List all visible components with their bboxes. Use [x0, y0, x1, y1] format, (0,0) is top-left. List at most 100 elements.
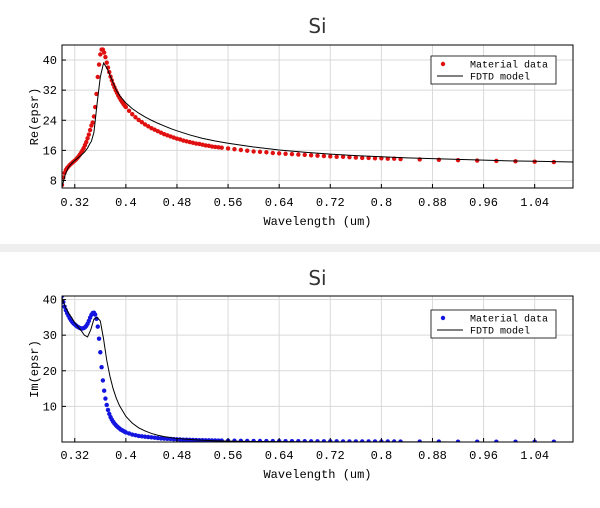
data-point — [391, 439, 397, 442]
data-point — [130, 112, 135, 117]
plot-frame — [61, 44, 574, 189]
x-tick-label: 0.88 — [418, 196, 447, 210]
data-point — [436, 157, 442, 162]
data-point — [86, 132, 92, 137]
data-point — [372, 439, 378, 442]
data-point — [96, 336, 102, 341]
data-point — [366, 439, 371, 442]
data-point — [264, 150, 269, 155]
legend-label: FDTD model — [470, 326, 530, 338]
tick-labels: 0.32 0.4 0.48 0.56 0.64 0.72 0.8 0.88 0.96 1.04 8 1… — [43, 54, 549, 210]
data-point — [251, 149, 256, 154]
data-point — [152, 435, 157, 440]
x-tick-label: 0.72 — [316, 196, 345, 210]
series-fdtd-model — [62, 61, 573, 187]
data-point — [101, 50, 107, 55]
x-axis-label: Wavelength (um) — [263, 215, 371, 229]
data-point — [315, 439, 320, 442]
x-tick-label: 0.48 — [163, 449, 192, 463]
data-point — [283, 151, 288, 156]
y-tick-label: 32 — [43, 84, 57, 98]
data-point — [62, 296, 65, 299]
data-point — [398, 439, 403, 442]
data-point — [283, 438, 288, 442]
x-tick-label: 0.64 — [265, 449, 294, 463]
data-point — [360, 439, 365, 442]
y-tick-label: 40 — [43, 54, 57, 68]
y-tick-label: 40 — [43, 294, 57, 308]
data-point — [146, 124, 151, 129]
data-point — [105, 407, 111, 413]
series-line — [62, 61, 573, 187]
data-point — [219, 145, 224, 150]
data-point — [321, 153, 327, 159]
legend-label: Material data — [470, 60, 548, 72]
data-point — [360, 155, 365, 161]
x-tick-label: 0.56 — [214, 449, 243, 463]
data-point — [289, 151, 295, 157]
data-point — [104, 60, 109, 65]
x-tick-label: 0.88 — [418, 449, 447, 463]
x-tick-label: 0.8 — [371, 449, 393, 463]
data-point — [139, 119, 145, 125]
y-tick-label: 16 — [43, 144, 57, 158]
data-point — [353, 439, 359, 442]
data-point — [123, 104, 129, 110]
x-tick-label: 1.04 — [520, 449, 549, 463]
data-point — [455, 439, 461, 442]
data-point — [84, 139, 89, 145]
x-tick-label: 0.4 — [115, 449, 137, 463]
x-tick-label: 0.8 — [371, 196, 393, 210]
data-point — [347, 154, 352, 160]
data-point — [264, 438, 269, 442]
data-point — [139, 434, 145, 439]
data-point — [474, 439, 480, 442]
data-point — [340, 439, 346, 442]
data-point — [455, 157, 461, 163]
data-point — [276, 151, 282, 156]
data-point — [193, 141, 199, 146]
legend-swatch-marker — [440, 61, 446, 67]
data-point — [94, 91, 99, 97]
data-point — [372, 156, 378, 161]
chart-title: Si — [308, 266, 326, 290]
data-point — [238, 147, 244, 153]
y-axis-label: Im(epsr) — [28, 340, 42, 398]
chart-panel-im: 0.32 0.4 0.48 0.56 0.64 0.72 0.8 0.88 0.96 1.04 10… — [0, 252, 600, 504]
data-point — [149, 435, 154, 440]
data-point — [91, 114, 97, 119]
data-point — [98, 350, 103, 355]
data-point — [315, 153, 320, 158]
tick-labels: 0.32 0.4 0.48 0.56 0.64 0.72 0.8 0.88 0.96 1.04 10… — [43, 294, 549, 463]
data-point — [289, 438, 295, 442]
legend-box — [430, 55, 557, 85]
data-point — [353, 155, 359, 160]
legend-swatch-marker — [440, 315, 446, 321]
data-point — [270, 438, 275, 442]
chart-im-epsr: 0.32 0.4 0.48 0.56 0.64 0.72 0.8 0.88 0.96 1.04 10… — [28, 266, 574, 482]
data-point — [328, 154, 333, 159]
y-tick-label: 8 — [50, 174, 57, 188]
data-point — [494, 439, 499, 442]
data-point — [100, 378, 106, 383]
data-point — [209, 144, 215, 149]
data-point — [104, 402, 109, 408]
data-point — [158, 436, 164, 441]
data-point — [302, 152, 307, 158]
x-tick-label: 0.48 — [163, 196, 192, 210]
data-point — [96, 62, 102, 67]
data-point — [216, 145, 221, 150]
plot-frame — [61, 295, 574, 443]
data-point — [321, 439, 327, 442]
data-point — [551, 439, 557, 442]
data-point — [142, 434, 148, 439]
data-point — [90, 120, 95, 125]
y-tick-label: 24 — [43, 114, 57, 128]
y-axis-label: Re(epsr) — [28, 88, 42, 146]
y-tick-label: 30 — [43, 329, 57, 343]
data-point — [340, 154, 346, 159]
legend-label: FDTD model — [470, 72, 530, 84]
x-tick-label: 0.72 — [316, 449, 345, 463]
